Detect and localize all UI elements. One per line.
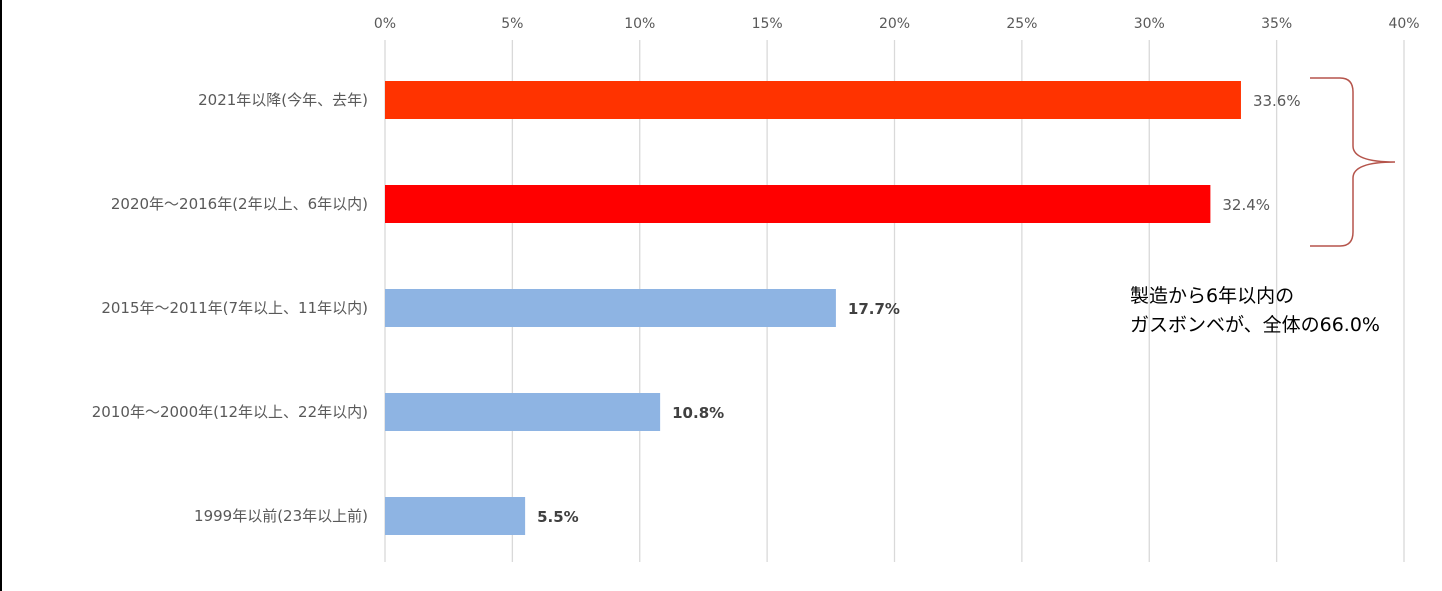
data-label: 5.5% (537, 508, 579, 526)
category-label: 2020年～2016年(2年以上、6年以内) (111, 195, 368, 213)
x-tick-label: 25% (1006, 16, 1037, 32)
data-label: 17.7% (848, 300, 900, 318)
bar (385, 497, 526, 535)
x-tick-label: 15% (752, 16, 783, 32)
data-label: 10.8% (672, 404, 724, 422)
gridlines (384, 40, 1405, 562)
bars (385, 81, 1241, 535)
x-tick-label: 0% (374, 16, 396, 32)
annotation-text: 製造から6年以内の ガスボンベが、全体の66.0% (1130, 282, 1380, 340)
bracket-brace (1310, 77, 1396, 247)
bar (385, 185, 1211, 223)
category-labels: 2021年以降(今年、去年) 2020年～2016年(2年以上、6年以内) 2015… (92, 91, 368, 525)
bar (385, 393, 661, 431)
data-label: 33.6% (1253, 92, 1301, 110)
x-axis-ticks: 0% 5% 10% 15% 20% 25% 30% 35% 40% (374, 16, 1420, 32)
annotation-line-1: 製造から6年以内の (1130, 285, 1295, 307)
x-tick-label: 5% (501, 16, 523, 32)
left-border (0, 0, 2, 591)
category-label: 2010年～2000年(12年以上、22年以内) (92, 403, 368, 421)
bar (385, 81, 1241, 119)
bar (385, 289, 836, 327)
x-tick-label: 40% (1388, 16, 1419, 32)
category-label: 2021年以降(今年、去年) (198, 91, 368, 109)
x-tick-label: 20% (879, 16, 910, 32)
x-tick-label: 30% (1134, 16, 1165, 32)
data-label: 32.4% (1222, 196, 1270, 214)
annotation-line-2: ガスボンベが、全体の66.0% (1130, 314, 1380, 336)
x-tick-label: 10% (624, 16, 655, 32)
data-labels: 33.6% 32.4% 17.7% 10.8% 5.5% (537, 92, 1301, 526)
x-tick-label: 35% (1261, 16, 1292, 32)
category-label: 1999年以前(23年以上前) (194, 507, 368, 525)
category-label: 2015年～2011年(7年以上、11年以内) (101, 299, 368, 317)
